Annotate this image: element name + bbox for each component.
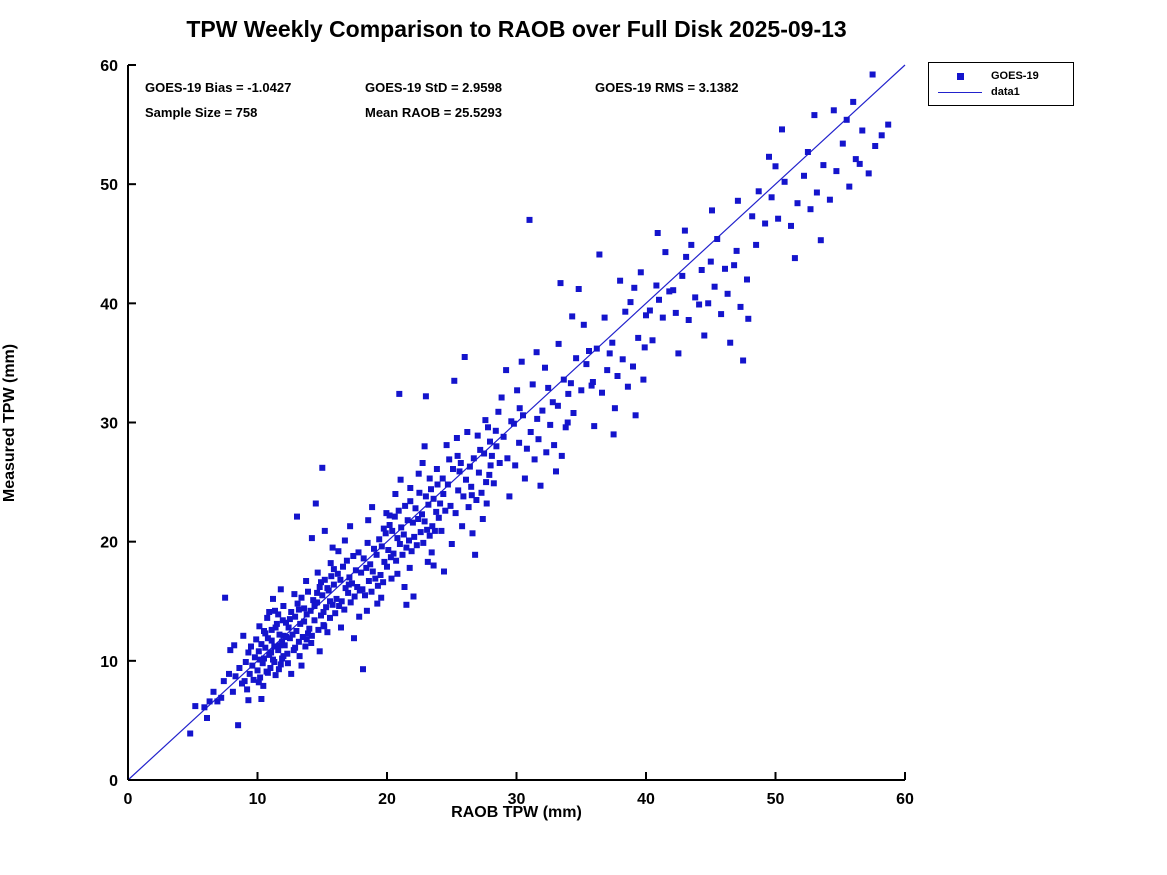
stat-std: GOES-19 StD = 2.9598 xyxy=(365,80,502,95)
svg-text:50: 50 xyxy=(100,177,118,194)
svg-text:30: 30 xyxy=(100,416,118,433)
legend-label: data1 xyxy=(991,86,1020,98)
svg-text:50: 50 xyxy=(767,791,785,808)
stat-sample-size: Sample Size = 758 xyxy=(145,105,258,120)
legend: GOES-19 data1 xyxy=(928,62,1074,106)
svg-text:60: 60 xyxy=(896,791,914,808)
svg-text:10: 10 xyxy=(249,791,267,808)
stat-bias: GOES-19 Bias = -1.0427 xyxy=(145,80,292,95)
svg-text:10: 10 xyxy=(100,654,118,671)
stat-mean-raob: Mean RAOB = 25.5293 xyxy=(365,105,502,120)
legend-entry-goes19: GOES-19 xyxy=(929,68,1073,84)
square-marker-icon xyxy=(956,72,964,80)
tick-labels: 0 10 20 30 40 50 60 0 10 20 30 40 50 60 xyxy=(100,58,914,808)
svg-text:30: 30 xyxy=(508,791,526,808)
legend-entry-data1: data1 xyxy=(929,84,1073,100)
svg-text:0: 0 xyxy=(109,773,118,790)
svg-text:60: 60 xyxy=(100,58,118,75)
chart-title: TPW Weekly Comparison to RAOB over Full … xyxy=(186,16,847,42)
scatter-series-goes19 xyxy=(187,71,892,737)
axes xyxy=(127,64,906,781)
stat-rms: GOES-19 RMS = 3.1382 xyxy=(595,80,739,95)
svg-text:20: 20 xyxy=(100,535,118,552)
svg-text:40: 40 xyxy=(100,296,118,313)
svg-text:40: 40 xyxy=(637,791,655,808)
legend-label: GOES-19 xyxy=(991,70,1039,82)
x-axis-label: RAOB TPW (mm) xyxy=(451,804,582,821)
y-axis-label: Measured TPW (mm) xyxy=(1,343,18,503)
svg-text:20: 20 xyxy=(378,791,396,808)
svg-text:0: 0 xyxy=(124,791,133,808)
line-sample-icon xyxy=(938,91,982,93)
